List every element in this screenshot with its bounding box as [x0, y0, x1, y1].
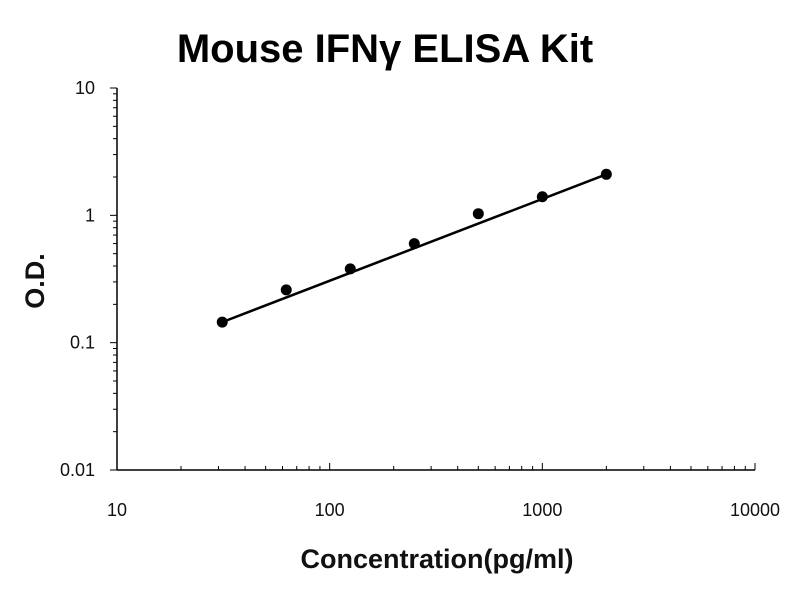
data-point [536, 191, 548, 203]
data-point [216, 316, 228, 328]
x-tick-label: 10 [107, 500, 127, 520]
x-tick-label: 1000 [522, 500, 562, 520]
y-axis-label: O.D. [20, 253, 50, 309]
data-points [216, 168, 612, 328]
y-tick-label: 0.01 [60, 460, 95, 480]
x-tick-label: 10000 [730, 500, 780, 520]
y-tick-label: 1 [85, 205, 95, 225]
axes [116, 88, 755, 471]
y-tick-label: 10 [75, 78, 95, 98]
data-point [408, 238, 420, 250]
x-axis-label: Concentration(pg/ml) [301, 544, 574, 574]
data-point [344, 263, 356, 275]
tick-marks [110, 87, 756, 471]
data-point [600, 168, 612, 180]
data-point [472, 208, 484, 220]
chart-title: Mouse IFNγ ELISA Kit [177, 27, 593, 71]
y-tick-label: 0.1 [70, 333, 95, 353]
data-point [280, 284, 292, 296]
tick-labels: 0.01 0.1 1 10 10 100 1000 10000 [60, 78, 780, 520]
x-tick-label: 100 [315, 500, 345, 520]
